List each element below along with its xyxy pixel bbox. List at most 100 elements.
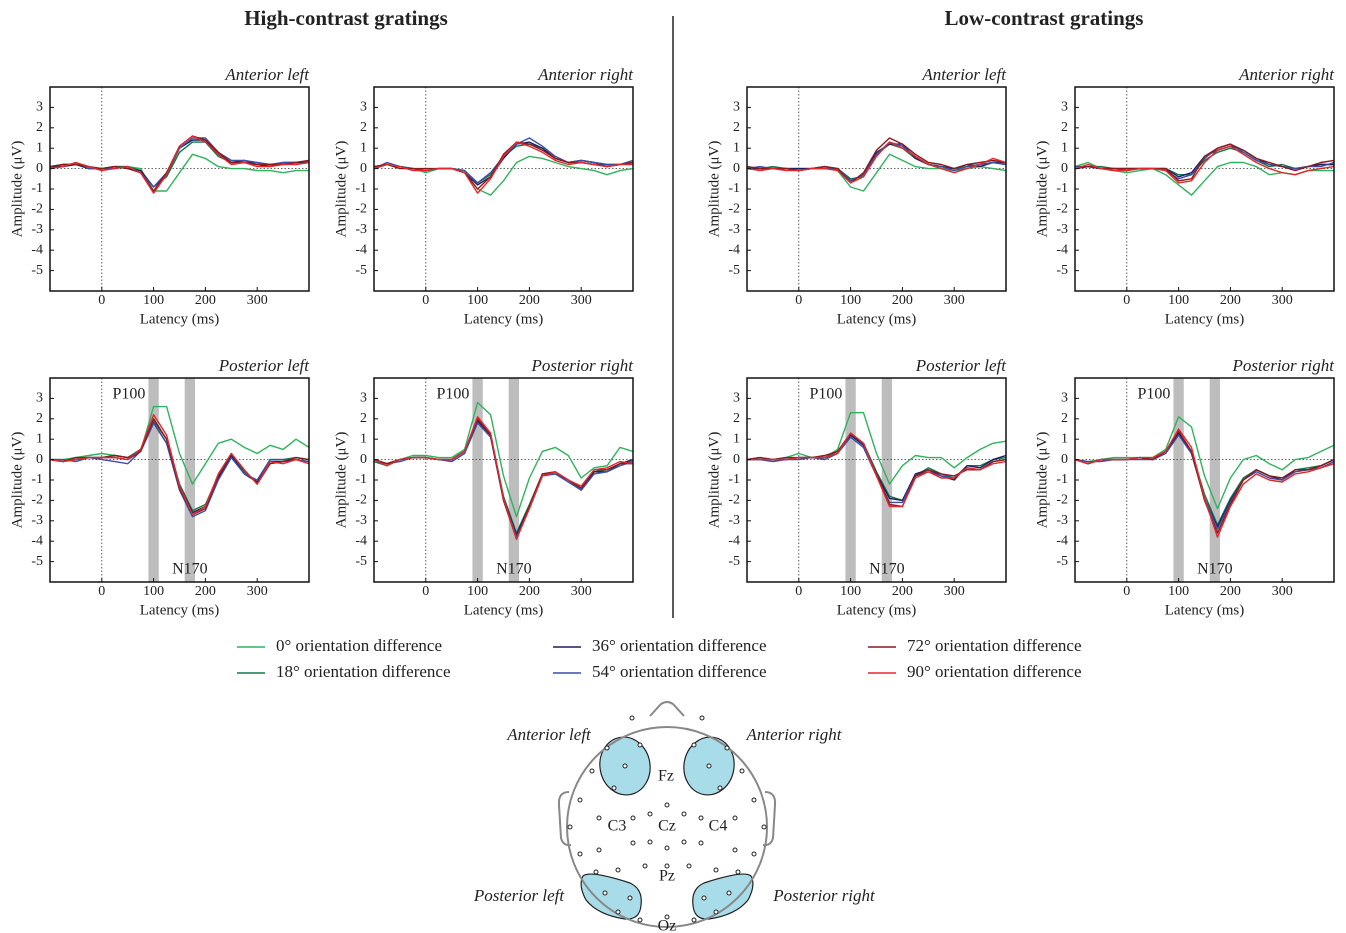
y-tick-label: -1 xyxy=(355,472,367,487)
y-tick-label: 0 xyxy=(1061,161,1068,176)
series-line xyxy=(1074,432,1335,526)
series-line xyxy=(1074,416,1335,510)
electrode xyxy=(637,742,643,748)
x-axis-label: Latency (ms) xyxy=(837,311,917,327)
x-tick-label: 0 xyxy=(795,584,802,599)
y-tick-label: 0 xyxy=(360,452,367,467)
series-line xyxy=(373,418,633,540)
x-axis-label: Latency (ms) xyxy=(464,311,544,327)
y-tick-label: -5 xyxy=(355,554,367,569)
electrode-label: Fz xyxy=(658,768,674,785)
electrode xyxy=(732,847,738,853)
electrode xyxy=(642,863,648,869)
region-label: Posterior left xyxy=(473,886,565,905)
legend-label: 18° orientation difference xyxy=(276,662,451,681)
x-tick-label: 300 xyxy=(571,584,592,599)
series-line xyxy=(746,141,1007,184)
y-tick-label: -3 xyxy=(355,222,367,237)
highlight-window xyxy=(881,378,893,582)
head-outline xyxy=(566,726,768,928)
electrode xyxy=(637,917,643,923)
y-tick-label: 3 xyxy=(36,100,43,115)
series-line xyxy=(49,420,310,512)
electrode xyxy=(701,895,707,901)
y-tick-label: 2 xyxy=(1061,411,1068,426)
x-tick-label: 100 xyxy=(143,293,164,308)
y-axis-label: Amplitude (μV) xyxy=(333,432,349,529)
x-axis-label: Latency (ms) xyxy=(1165,311,1245,327)
y-tick-label: -2 xyxy=(31,493,43,508)
y-tick-label: -1 xyxy=(728,181,740,196)
x-tick-label: 200 xyxy=(195,584,216,599)
y-tick-label: -3 xyxy=(1056,222,1068,237)
y-axis-label: Amplitude (μV) xyxy=(1034,141,1050,238)
x-tick-label: 0 xyxy=(98,293,105,308)
series-line xyxy=(373,143,634,184)
y-tick-label: -3 xyxy=(728,222,740,237)
plot-frame xyxy=(373,377,634,583)
x-tick-label: 100 xyxy=(143,584,164,599)
y-tick-label: -4 xyxy=(31,242,43,257)
y-tick-label: 0 xyxy=(36,452,43,467)
series-line xyxy=(373,141,633,194)
ear xyxy=(557,791,572,847)
x-tick-label: 300 xyxy=(1272,584,1293,599)
y-tick-label: 0 xyxy=(733,452,740,467)
y-tick-label: -2 xyxy=(1056,202,1068,217)
electrode xyxy=(615,867,621,873)
series-line xyxy=(746,137,1007,184)
x-tick-label: 100 xyxy=(1168,293,1189,308)
x-tick-label: 0 xyxy=(1123,293,1130,308)
x-tick-label: 300 xyxy=(944,293,965,308)
y-tick-label: -3 xyxy=(31,222,43,237)
electrode-label: C3 xyxy=(608,818,627,835)
series-line xyxy=(373,137,634,184)
electrode xyxy=(577,851,583,857)
y-tick-label: 1 xyxy=(733,140,740,155)
series-line xyxy=(1075,143,1335,180)
y-axis-label: Amplitude (μV) xyxy=(706,432,722,529)
x-axis-label: Latency (ms) xyxy=(1165,602,1245,618)
y-tick-label: 2 xyxy=(360,120,367,135)
annotation: P100 xyxy=(113,386,146,403)
panel-title: Posterior left xyxy=(218,356,310,375)
electrode xyxy=(691,742,697,748)
panel-title: Anterior left xyxy=(921,65,1007,84)
y-tick-label: 1 xyxy=(733,431,740,446)
electrode xyxy=(664,914,670,920)
y-tick-label: 3 xyxy=(360,100,367,115)
annotation: P100 xyxy=(437,386,470,403)
series-line xyxy=(746,412,1007,485)
x-tick-label: 200 xyxy=(892,584,913,599)
electrode xyxy=(647,811,653,817)
region-label: Anterior right xyxy=(746,725,843,744)
annotation: N170 xyxy=(1197,561,1233,578)
highlight-window xyxy=(184,378,196,582)
y-tick-label: -2 xyxy=(355,493,367,508)
y-tick-label: 2 xyxy=(1061,120,1068,135)
electrode xyxy=(698,815,704,821)
series-line xyxy=(1074,432,1335,528)
panel-title: Anterior left xyxy=(224,65,310,84)
electrode xyxy=(751,851,757,857)
x-tick-label: 0 xyxy=(98,584,105,599)
panel-title: Anterior right xyxy=(537,65,634,84)
y-tick-label: -2 xyxy=(728,493,740,508)
electrode xyxy=(732,815,738,821)
y-tick-label: 1 xyxy=(36,140,43,155)
electrode xyxy=(664,863,670,869)
series-line xyxy=(1074,434,1335,530)
electrode xyxy=(686,863,692,869)
highlight-window xyxy=(472,378,483,582)
y-tick-label: -5 xyxy=(31,554,43,569)
y-tick-label: 2 xyxy=(36,411,43,426)
electrode-label: Cz xyxy=(658,818,676,835)
y-tick-label: -1 xyxy=(1056,472,1068,487)
legend-label: 90° orientation difference xyxy=(907,662,1082,681)
series-line xyxy=(1074,430,1335,534)
plot-frame xyxy=(746,377,1007,583)
x-tick-label: 300 xyxy=(944,584,965,599)
panel: -5 -4 -3 -2 -1 0 1 2 3 0 100 200 300 Latency (ms) Ampl… xyxy=(333,356,634,619)
y-tick-label: 3 xyxy=(1061,100,1068,115)
